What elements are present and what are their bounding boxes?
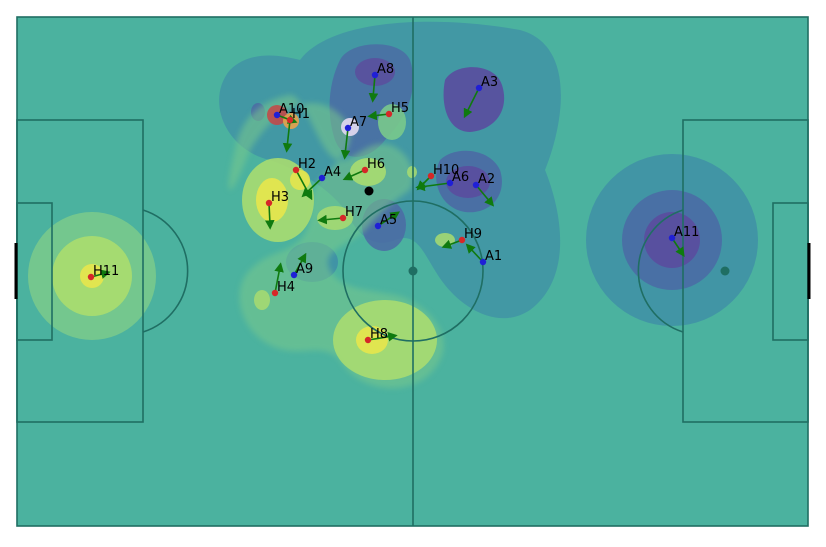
players: H1 H2 H3 H4 H5 H6 H7 H8 H9 H10 H11 A1 A2 A3 A4 A5 A6 A7 A8… bbox=[87, 62, 699, 344]
goals bbox=[14, 243, 811, 299]
ball bbox=[364, 186, 374, 196]
home-h6-label: H6 bbox=[367, 157, 385, 172]
home-h1-label: H1 bbox=[292, 107, 310, 122]
home-h5-label: H5 bbox=[391, 101, 409, 116]
home-h3-marker bbox=[265, 199, 273, 207]
away-a10-marker bbox=[273, 111, 281, 119]
home-h5-marker bbox=[385, 110, 393, 118]
away-a1-velocity-arrow bbox=[465, 243, 484, 263]
away-a2-velocity-arrow bbox=[475, 184, 495, 207]
home-h1-velocity-arrow bbox=[282, 119, 293, 153]
home-h4-velocity-arrow bbox=[274, 262, 284, 294]
away-a4-marker bbox=[318, 174, 326, 182]
away-a1-marker bbox=[479, 258, 487, 266]
home-control-regions bbox=[28, 95, 455, 389]
ball-layer bbox=[364, 186, 374, 196]
away-a6-label: A6 bbox=[452, 170, 469, 185]
home-h8-label: H8 bbox=[370, 327, 388, 342]
home-h3-velocity-arrow bbox=[264, 202, 275, 230]
home-h7-marker bbox=[339, 214, 347, 222]
away-a1-label: A1 bbox=[485, 249, 502, 264]
home-h4-marker bbox=[271, 289, 279, 297]
home-h10-label: H10 bbox=[433, 163, 459, 178]
home-h6-marker bbox=[361, 166, 369, 174]
home-h9-marker bbox=[458, 236, 466, 244]
away-a6-marker bbox=[446, 179, 454, 187]
away-a11-label: A11 bbox=[674, 225, 699, 240]
home-h7-label: H7 bbox=[345, 205, 363, 220]
away-a9-velocity-arrow bbox=[293, 252, 307, 276]
home-h3-label: H3 bbox=[271, 190, 289, 205]
home-h2-marker bbox=[292, 166, 300, 174]
away-a3-velocity-arrow bbox=[463, 87, 480, 119]
away-a6-velocity-arrow bbox=[415, 181, 451, 192]
away-a3-label: A3 bbox=[481, 75, 498, 90]
away-a8-velocity-arrow bbox=[368, 74, 379, 103]
away-a7-label: A7 bbox=[350, 115, 367, 130]
away-a5-velocity-arrow bbox=[377, 211, 400, 227]
away-a11-marker bbox=[668, 234, 676, 242]
away-a8-marker bbox=[371, 71, 379, 79]
home-h8-velocity-arrow bbox=[367, 332, 398, 342]
away-a10-label: A10 bbox=[279, 102, 304, 117]
away-a2-marker bbox=[472, 181, 480, 189]
away-a5-marker bbox=[374, 222, 382, 230]
home-h11-marker bbox=[87, 273, 95, 281]
away-a9-label: A9 bbox=[296, 262, 313, 277]
home-h9-label: H9 bbox=[464, 227, 482, 242]
away-a7-velocity-arrow bbox=[340, 127, 351, 160]
home-h7-velocity-arrow bbox=[317, 214, 344, 225]
away-a5-label: A5 bbox=[380, 213, 397, 228]
home-h6-velocity-arrow bbox=[342, 169, 366, 181]
home-h1-marker bbox=[286, 116, 294, 124]
pitch-spots bbox=[408, 266, 730, 276]
home-h2-label: H2 bbox=[298, 157, 316, 172]
away-a4-label: A4 bbox=[324, 165, 341, 180]
home-h4-label: H4 bbox=[277, 280, 295, 295]
away-a7-marker bbox=[344, 124, 352, 132]
home-h11-label: H11 bbox=[93, 264, 119, 279]
home-h8-marker bbox=[364, 336, 372, 344]
away-a4-velocity-arrow bbox=[301, 177, 323, 198]
away-a9-marker bbox=[290, 271, 298, 279]
home-h10-marker bbox=[427, 172, 435, 180]
away-a8-label: A8 bbox=[377, 62, 394, 77]
away-a3-marker bbox=[475, 84, 483, 92]
away-a2-label: A2 bbox=[478, 172, 495, 187]
